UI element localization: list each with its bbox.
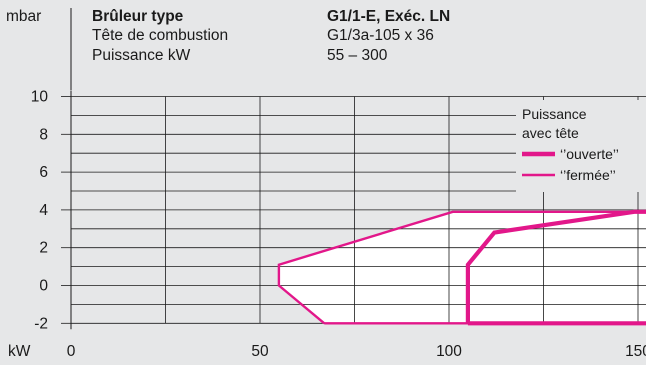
burner-type-value: G1/1-E, Exéc. LN [327,8,451,25]
y-tick-label: -2 [34,315,48,332]
x-unit-label: kW [8,343,31,360]
series-line-thick [465,209,646,326]
x-tick-label: 50 [251,343,269,360]
y-tick-label: 8 [39,126,48,143]
y-tick-label: 2 [39,240,48,257]
y-tick-label: 0 [39,278,48,295]
x-tick-label: 150 [625,343,646,360]
burner-type-label: Brûleur type [92,8,184,25]
y-tick-label: 6 [39,164,48,181]
operating-area-fill [278,211,646,324]
x-tick-label: 100 [436,343,462,360]
y-tick-label: 4 [39,202,48,219]
power-value: 55 – 300 [327,47,388,64]
series-line-thin [277,210,646,325]
legend-item-label: ‘’ouverte’’ [560,146,619,162]
combustion-head-label: Tête de combustion [92,27,229,44]
legend-title-line1: Puissance [522,106,587,122]
y-tick-label: 10 [31,89,49,106]
power-label: Puissance kW [92,47,191,64]
x-tick-label: 0 [67,343,76,360]
legend-background [516,100,646,192]
combustion-head-value: G1/3a-105 x 36 [327,27,434,44]
y-unit-label: mbar [6,8,42,25]
legend-item-label: ‘’fermée’’ [560,167,616,183]
legend-title-line2: avec tête [522,125,579,141]
